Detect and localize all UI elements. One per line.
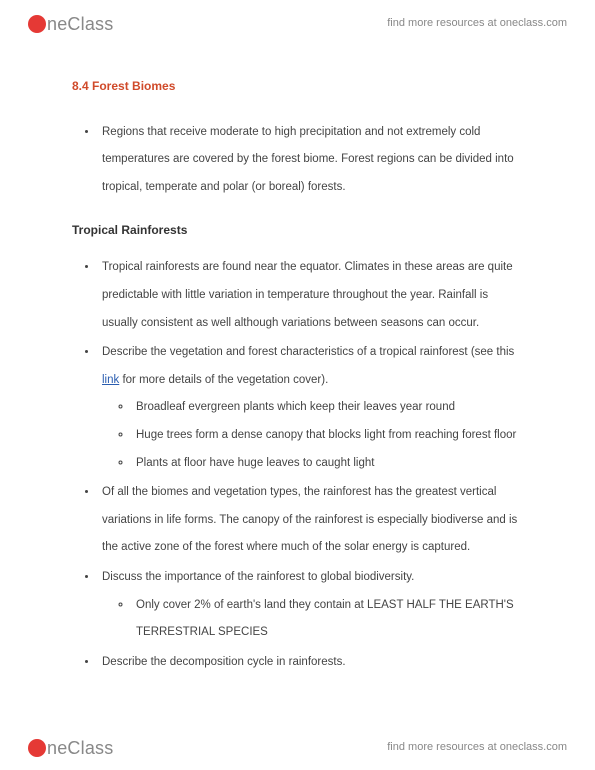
intro-list: Regions that receive moderate to high pr…: [72, 119, 523, 202]
sub-list: Only cover 2% of earth's land they conta…: [102, 592, 523, 647]
list-item: Tropical rainforests are found near the …: [98, 254, 523, 337]
text-fragment: Describe the vegetation and forest chara…: [102, 346, 514, 358]
footer-tagline[interactable]: find more resources at oneclass.com: [387, 741, 567, 753]
logo-dot-icon: [28, 15, 46, 33]
list-item: Of all the biomes and vegetation types, …: [98, 479, 523, 562]
list-item: Broadleaf evergreen plants which keep th…: [132, 394, 523, 422]
brand-name: neClass: [47, 14, 113, 35]
page-header: neClass find more resources at oneclass.…: [0, 0, 595, 42]
brand-logo: neClass: [28, 736, 113, 759]
section-title: 8.4 Forest Biomes: [72, 72, 523, 101]
brand-logo: neClass: [28, 12, 113, 35]
list-item: Discuss the importance of the rainforest…: [98, 564, 523, 647]
logo-dot-icon: [28, 739, 46, 757]
list-item: Regions that receive moderate to high pr…: [98, 119, 523, 202]
vegetation-link[interactable]: link: [102, 374, 119, 386]
text-fragment: Discuss the importance of the rainforest…: [102, 571, 414, 583]
sub-list: Broadleaf evergreen plants which keep th…: [102, 394, 523, 477]
subheading: Tropical Rainforests: [72, 216, 523, 245]
main-list: Tropical rainforests are found near the …: [72, 254, 523, 676]
text-fragment: for more details of the vegetation cover…: [119, 374, 328, 386]
header-tagline[interactable]: find more resources at oneclass.com: [387, 17, 567, 29]
list-item: Huge trees form a dense canopy that bloc…: [132, 422, 523, 450]
list-item: Only cover 2% of earth's land they conta…: [132, 592, 523, 647]
document-body: 8.4 Forest Biomes Regions that receive m…: [0, 42, 595, 676]
list-item: Describe the decomposition cycle in rain…: [98, 649, 523, 677]
list-item: Plants at floor have huge leaves to caug…: [132, 450, 523, 478]
list-item: Describe the vegetation and forest chara…: [98, 339, 523, 477]
brand-name: neClass: [47, 738, 113, 759]
page-footer: neClass find more resources at oneclass.…: [0, 728, 595, 770]
